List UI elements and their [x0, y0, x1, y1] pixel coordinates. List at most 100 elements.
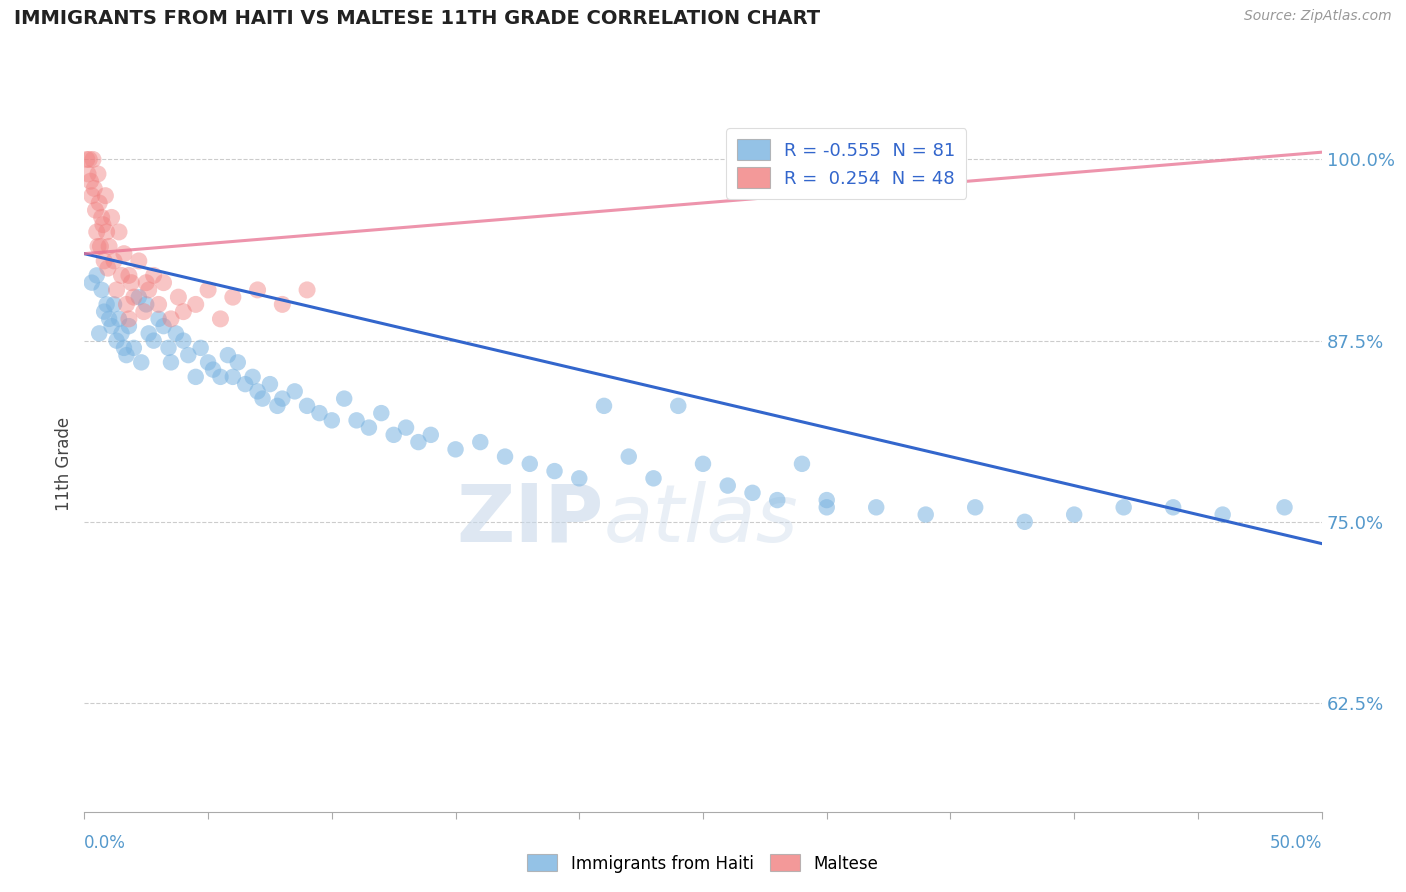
Point: [815, 500, 838, 515]
Point: [91, 218, 114, 232]
Point: [717, 478, 740, 492]
Point: [84, 203, 107, 218]
Point: [105, 283, 128, 297]
Point: [226, 355, 249, 369]
Point: [222, 369, 245, 384]
Point: [766, 493, 789, 508]
Point: [87, 167, 110, 181]
Point: [160, 312, 183, 326]
Point: [100, 319, 122, 334]
Point: [129, 355, 152, 369]
Point: [108, 225, 131, 239]
Point: [118, 319, 141, 334]
Point: [271, 392, 294, 406]
Point: [110, 326, 132, 341]
Point: [93, 254, 115, 268]
Point: [741, 485, 763, 500]
Point: [80, 188, 103, 202]
Point: [94, 188, 117, 202]
Point: [165, 326, 187, 341]
Point: [408, 435, 430, 450]
Text: 50.0%: 50.0%: [1270, 834, 1322, 852]
Point: [152, 276, 174, 290]
Point: [209, 369, 232, 384]
Point: [519, 457, 541, 471]
Point: [308, 406, 330, 420]
Point: [148, 297, 170, 311]
Legend: R = -0.555  N = 81, R =  0.254  N = 48: R = -0.555 N = 81, R = 0.254 N = 48: [727, 128, 966, 199]
Point: [122, 290, 145, 304]
Point: [190, 341, 212, 355]
Point: [122, 341, 145, 355]
Point: [543, 464, 565, 478]
Point: [160, 355, 183, 369]
Point: [135, 297, 157, 311]
Point: [1112, 500, 1135, 515]
Point: [132, 304, 155, 318]
Point: [197, 283, 219, 297]
Point: [321, 413, 343, 427]
Point: [295, 399, 318, 413]
Point: [333, 392, 356, 406]
Point: [89, 326, 111, 341]
Point: [914, 508, 936, 522]
Point: [209, 312, 232, 326]
Point: [242, 369, 264, 384]
Text: IMMIGRANTS FROM HAITI VS MALTESE 11TH GRADE CORRELATION CHART: IMMIGRANTS FROM HAITI VS MALTESE 11TH GR…: [14, 9, 820, 28]
Point: [494, 450, 516, 464]
Point: [87, 239, 110, 253]
Point: [118, 312, 141, 326]
Text: 0.0%: 0.0%: [84, 834, 127, 852]
Point: [177, 348, 200, 362]
Point: [284, 384, 307, 399]
Point: [98, 312, 121, 326]
Point: [617, 450, 640, 464]
Point: [271, 297, 294, 311]
Point: [217, 348, 239, 362]
Point: [1014, 515, 1036, 529]
Point: [83, 181, 105, 195]
Point: [1212, 508, 1234, 522]
Point: [266, 399, 288, 413]
Point: [76, 153, 98, 167]
Point: [89, 196, 111, 211]
Point: [172, 334, 194, 348]
Point: [128, 290, 150, 304]
Point: [115, 297, 138, 311]
Point: [197, 355, 219, 369]
Point: [370, 406, 392, 420]
Point: [233, 377, 256, 392]
Point: [382, 427, 405, 442]
Point: [138, 326, 160, 341]
Point: [120, 276, 142, 290]
Point: [643, 471, 665, 485]
Point: [965, 500, 987, 515]
Point: [202, 362, 225, 376]
Point: [79, 153, 101, 167]
Point: [184, 369, 207, 384]
Point: [252, 392, 274, 406]
Point: [593, 399, 616, 413]
Legend: Immigrants from Haiti, Maltese: Immigrants from Haiti, Maltese: [520, 847, 886, 880]
Point: [105, 334, 128, 348]
Point: [96, 225, 118, 239]
Point: [395, 420, 418, 434]
Point: [112, 341, 135, 355]
Point: [138, 283, 160, 297]
Point: [89, 239, 111, 253]
Point: [118, 268, 141, 283]
Point: [444, 442, 467, 457]
Point: [103, 254, 125, 268]
Point: [259, 377, 281, 392]
Point: [115, 348, 138, 362]
Point: [135, 276, 157, 290]
Point: [346, 413, 368, 427]
Point: [98, 239, 121, 253]
Text: Source: ZipAtlas.com: Source: ZipAtlas.com: [1244, 9, 1392, 23]
Point: [128, 254, 150, 268]
Point: [246, 283, 269, 297]
Point: [1063, 508, 1085, 522]
Point: [568, 471, 591, 485]
Text: atlas: atlas: [605, 481, 799, 558]
Point: [184, 297, 207, 311]
